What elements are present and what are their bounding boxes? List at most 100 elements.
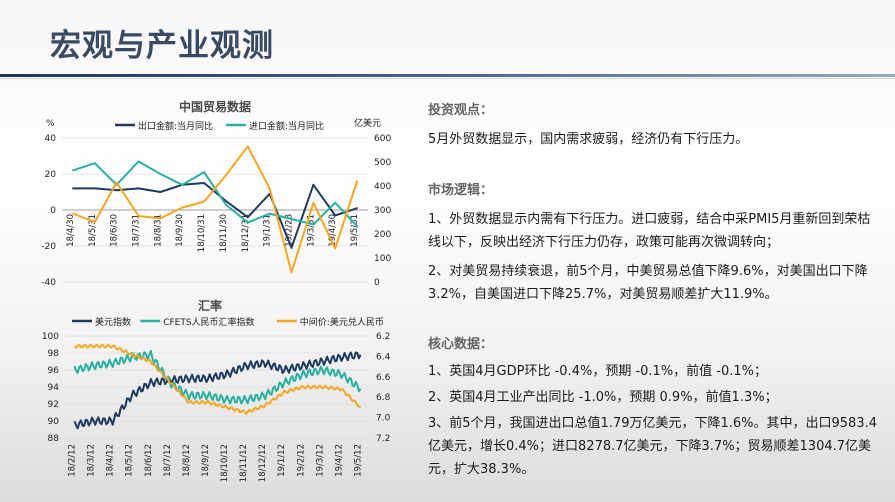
y-axis-left-label: % bbox=[46, 119, 55, 129]
x-tick-label: 19/3/31 bbox=[306, 214, 316, 247]
x-tick-label: 18/6/12 bbox=[144, 444, 154, 477]
x-tick-label: 18/9/12 bbox=[201, 444, 211, 477]
data-point bbox=[72, 187, 74, 190]
y-tick-left: 90 bbox=[48, 417, 60, 427]
x-tick-label: 18/5/12 bbox=[125, 444, 135, 477]
x-tick-label: 18/11/12 bbox=[239, 444, 249, 482]
x-tick-label: 18/8/12 bbox=[182, 444, 192, 477]
x-tick-label: 18/5/31 bbox=[88, 214, 98, 247]
data-point bbox=[93, 162, 96, 165]
data-point bbox=[203, 182, 205, 184]
data-point bbox=[115, 181, 118, 184]
y-tick-right: 0 bbox=[374, 278, 380, 288]
data-point bbox=[356, 180, 358, 183]
x-tick-label: 18/8/31 bbox=[153, 214, 163, 247]
y-tick-left: 88 bbox=[48, 434, 60, 444]
chart-title: 汇率 bbox=[198, 298, 222, 313]
y-tick-right: 6.2 bbox=[376, 332, 390, 342]
series-line-amount bbox=[72, 145, 359, 274]
x-tick-label: 18/12/12 bbox=[258, 444, 268, 482]
x-tick-label: 19/3/12 bbox=[315, 444, 325, 477]
section-paragraph: 1、英国4月GDP环比 -0.4%，预期 -0.1%，前值 -0.1%； bbox=[428, 364, 768, 379]
section-heading: 投资观点： bbox=[428, 103, 494, 118]
data-point bbox=[334, 214, 337, 217]
x-tick-label: 18/7/31 bbox=[132, 214, 142, 247]
x-tick-label: 19/4/12 bbox=[334, 444, 344, 477]
y-tick-right: 6.8 bbox=[376, 393, 391, 403]
data-point bbox=[268, 187, 271, 190]
y-axis-right-label: 亿美元 bbox=[354, 117, 381, 129]
data-point bbox=[93, 187, 96, 190]
x-tick-label: 19/5/31 bbox=[350, 214, 360, 247]
x-tick-label: 19/2/12 bbox=[296, 444, 306, 477]
data-point bbox=[334, 247, 337, 250]
x-tick-label: 19/1/12 bbox=[277, 444, 287, 477]
data-point bbox=[334, 201, 337, 204]
y-tick-left: 96 bbox=[48, 366, 60, 376]
x-tick-label: 18/10/31 bbox=[197, 214, 207, 252]
data-point bbox=[203, 171, 205, 174]
x-tick-label: 18/2/12 bbox=[68, 444, 78, 477]
x-tick-label: 18/7/12 bbox=[163, 444, 173, 477]
y-tick-right: 6.6 bbox=[376, 373, 391, 383]
y-tick-right: 500 bbox=[374, 158, 391, 168]
y-tick-right: 7.2 bbox=[376, 434, 390, 444]
y-tick-left: 92 bbox=[48, 400, 59, 410]
x-tick-label: 18/10/12 bbox=[220, 444, 230, 482]
data-point bbox=[115, 189, 118, 192]
data-point bbox=[290, 246, 293, 249]
section-heading: 核心数据： bbox=[428, 337, 494, 352]
section-paragraph: 2、英国4月工业产出同比 -1.0%，预期 0.9%，前值1.3%； bbox=[428, 390, 778, 405]
section-market-logic: 市场逻辑： 1、外贸数据显示内需有下行压力。进口疲弱，结合中采PMI5月重新回到… bbox=[428, 179, 883, 306]
title-underline-thin bbox=[0, 78, 895, 79]
x-tick-label: 18/6/30 bbox=[110, 214, 120, 247]
section-paragraph: 3、前5个月，我国进出口总值1.79万亿美元，下降1.6%。其中，出口9583.… bbox=[428, 416, 878, 477]
y-tick-right: 400 bbox=[374, 182, 391, 192]
y-tick-right: 100 bbox=[374, 254, 391, 264]
data-point bbox=[181, 183, 184, 186]
data-point bbox=[159, 173, 162, 175]
data-point bbox=[225, 200, 227, 202]
y-tick-right: 300 bbox=[374, 206, 391, 216]
section-investment-view: 投资观点： 5月外贸数据显示，国内需求疲弱，经济仍有下行压力。 bbox=[428, 99, 883, 151]
section-paragraph: 5月外贸数据显示，国内需求疲弱，经济仍有下行压力。 bbox=[428, 132, 749, 147]
x-tick-label: 19/1/31 bbox=[263, 214, 273, 247]
y-tick-right: 200 bbox=[374, 230, 391, 240]
legend-label: 出口金额:当月同比 bbox=[138, 120, 213, 132]
data-point bbox=[268, 212, 271, 215]
y-tick-left: 20 bbox=[45, 170, 57, 180]
title-underline bbox=[0, 74, 895, 77]
y-tick-left: 94 bbox=[48, 383, 60, 393]
x-tick-label: 18/9/30 bbox=[175, 214, 185, 247]
data-point bbox=[356, 225, 358, 228]
data-point bbox=[137, 160, 140, 163]
series-line-出口金额:当月同比 bbox=[72, 182, 358, 249]
legend-label: 进口金额:当月同比 bbox=[249, 120, 324, 132]
chart-title: 中国贸易数据 bbox=[179, 99, 251, 114]
data-point bbox=[137, 215, 140, 217]
section-core-data: 核心数据： 1、英国4月GDP环比 -0.4%，预期 -0.1%，前值 -0.1… bbox=[428, 333, 883, 481]
x-tick-label: 18/4/12 bbox=[106, 444, 116, 477]
data-point bbox=[93, 221, 96, 223]
data-point bbox=[72, 212, 74, 215]
y-tick-left: 98 bbox=[48, 349, 60, 359]
y-tick-left: -20 bbox=[41, 242, 56, 252]
y-tick-left: -40 bbox=[41, 278, 56, 288]
y-tick-right: 7.0 bbox=[376, 414, 391, 424]
section-paragraph: 2、对美贸易持续衰退，前5个月，中美贸易总值下降9.6%，对美国出口下降3.2%… bbox=[428, 264, 868, 302]
page-title: 宏观与产业观测 bbox=[50, 28, 274, 64]
x-tick-label: 19/4/30 bbox=[328, 214, 338, 247]
data-point bbox=[225, 174, 227, 177]
data-point bbox=[181, 206, 184, 209]
data-point bbox=[290, 271, 293, 274]
y-tick-left: 40 bbox=[45, 134, 57, 144]
x-tick-label: 18/11/30 bbox=[219, 214, 229, 252]
legend-label: 中间价:美元兑人民币 bbox=[300, 316, 384, 328]
x-tick-label: 18/12/31 bbox=[241, 214, 251, 252]
data-point bbox=[312, 223, 315, 226]
legend-label: 美元指数 bbox=[95, 316, 131, 328]
data-point bbox=[312, 183, 315, 186]
